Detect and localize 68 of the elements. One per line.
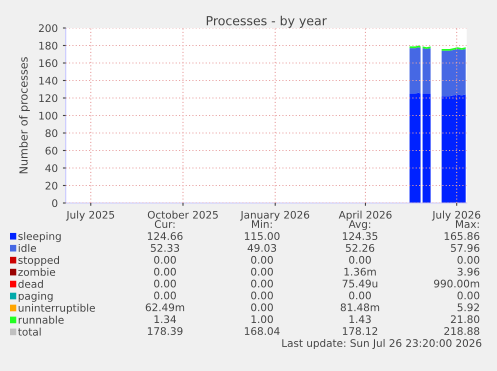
y-tick-label: 160 bbox=[39, 59, 58, 68]
text: 0.00 bbox=[349, 292, 371, 300]
x-tick-label: July 2026 bbox=[432, 210, 480, 221]
y-tick-label: 100 bbox=[39, 112, 58, 120]
y-tick-label: 20 bbox=[46, 182, 58, 190]
text: 0.00 bbox=[349, 256, 371, 264]
text: 168.04 bbox=[244, 327, 280, 336]
text: 52.26 bbox=[346, 244, 374, 252]
text: 0.00 bbox=[154, 292, 176, 300]
y-tick-label: 200 bbox=[38, 24, 58, 32]
legend-label: zombie bbox=[18, 268, 56, 276]
text: Min: bbox=[252, 220, 272, 228]
text: 0.00 bbox=[251, 303, 273, 312]
text: Max: bbox=[456, 220, 479, 228]
legend-label: paging bbox=[18, 292, 53, 302]
text: 0.00 bbox=[457, 292, 480, 300]
text: Avg: bbox=[348, 220, 370, 230]
text: Last update: Sun Jul 26 23:20:00 2026 bbox=[282, 338, 482, 350]
text: 178.12 bbox=[342, 327, 378, 336]
text: 1.00 bbox=[252, 315, 273, 324]
text: 0.00 bbox=[457, 256, 480, 264]
legend-label: runnable bbox=[18, 316, 64, 324]
x-tick-label: April 2026 bbox=[338, 210, 392, 221]
x-tick-label: January 2026 bbox=[240, 210, 310, 221]
legend-label: dead bbox=[18, 280, 43, 288]
text: 1.36m bbox=[344, 268, 376, 276]
text: 0.00 bbox=[154, 280, 176, 288]
chart-title: Processes - by year bbox=[206, 16, 327, 28]
text: Cur: bbox=[154, 220, 175, 228]
text: 1.34 bbox=[154, 315, 176, 324]
text: 178.39 bbox=[148, 327, 182, 336]
y-tick-label: 60 bbox=[46, 146, 58, 155]
text: 0.00 bbox=[154, 268, 176, 276]
text: 0.00 bbox=[251, 280, 273, 288]
y-tick-label: 80 bbox=[46, 129, 58, 138]
text: 62.49m bbox=[146, 303, 184, 312]
text: 52.33 bbox=[150, 244, 180, 252]
text: 75.49u bbox=[342, 280, 378, 288]
text: 0.00 bbox=[251, 268, 273, 276]
text: 57.96 bbox=[450, 244, 480, 252]
y-tick-label: 180 bbox=[39, 42, 58, 50]
text: 81.48m bbox=[340, 303, 380, 312]
y-tick-label: 0 bbox=[52, 199, 58, 208]
legend-label: idle bbox=[18, 244, 36, 252]
x-tick-label: July 2025 bbox=[66, 210, 114, 221]
text: 990.00m bbox=[434, 280, 480, 288]
text: 124.66 bbox=[148, 232, 183, 240]
x-tick-label: October 2025 bbox=[148, 210, 218, 219]
text: 49.03 bbox=[248, 244, 276, 252]
legend-label: uninterruptible bbox=[18, 304, 95, 314]
legend-label: total bbox=[18, 328, 41, 336]
text: 115.00 bbox=[244, 232, 280, 240]
text: 5.92 bbox=[458, 303, 479, 312]
text: 0.00 bbox=[251, 292, 273, 300]
text: 165.86 bbox=[444, 232, 480, 240]
text: 21.80 bbox=[450, 315, 480, 324]
y-tick-label: 120 bbox=[39, 94, 58, 102]
text: 0.00 bbox=[154, 256, 176, 264]
text: 1.43 bbox=[350, 315, 371, 324]
text: 0.00 bbox=[251, 256, 273, 264]
legend-label: sleeping bbox=[18, 232, 61, 242]
text: 218.88 bbox=[444, 327, 480, 336]
y-axis-title: Number of processes bbox=[19, 57, 30, 174]
y-tick-label: 40 bbox=[45, 164, 58, 172]
text: 124.35 bbox=[342, 232, 378, 240]
y-tick-label: 140 bbox=[39, 76, 58, 85]
legend-label: stopped bbox=[18, 256, 59, 266]
text: 3.96 bbox=[458, 268, 480, 276]
